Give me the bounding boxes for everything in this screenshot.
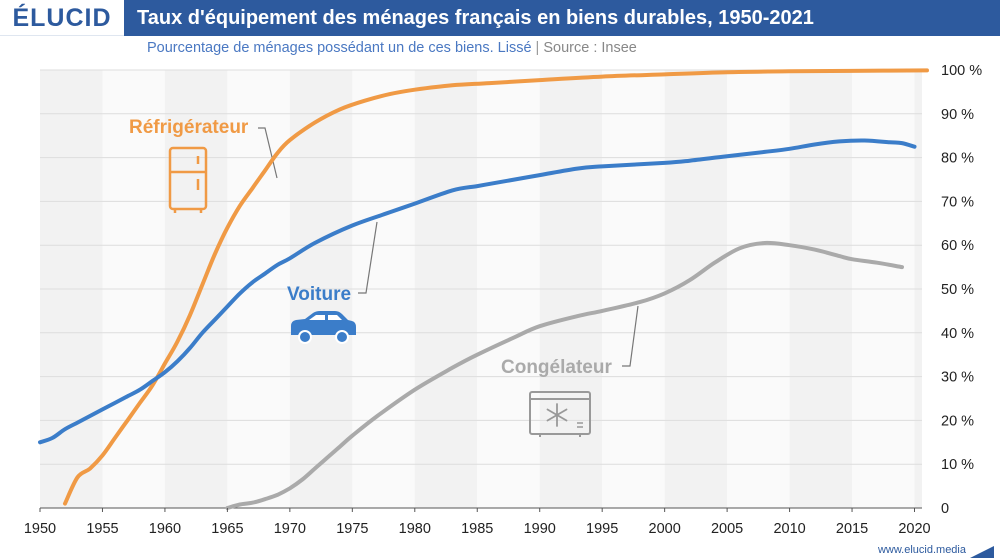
x-tick-label: 1980 [399, 521, 431, 537]
x-tick-label: 2000 [649, 521, 681, 537]
y-tick-label: 10 % [941, 457, 974, 473]
y-tick-label: 50 % [941, 282, 974, 298]
x-tick-label: 1995 [586, 521, 618, 537]
logo-mark-icon [970, 546, 994, 558]
x-tick-label: 1960 [149, 521, 181, 537]
leader-line-congelateur [622, 305, 639, 367]
series-line-refrigerateur [63, 68, 929, 506]
x-tick-label: 1970 [274, 521, 306, 537]
logo-text: ÉLUCID [12, 4, 112, 32]
y-tick-label: 100 % [941, 63, 982, 79]
leader-line-voiture [358, 221, 378, 294]
refrigerator-icon [168, 146, 208, 213]
chart-source: Source : Insee [543, 40, 637, 56]
refrigerateur-label: Réfrigérateur [129, 117, 249, 138]
x-tick-label: 1965 [211, 521, 243, 537]
chart-title: Taux d'équipement des ménages français e… [137, 7, 814, 29]
x-tick-label: 1985 [461, 521, 493, 537]
x-tick-label: 2020 [898, 521, 930, 537]
subtitle-row: Pourcentage de ménages possédant un de c… [147, 38, 637, 58]
x-tick-label: 1990 [524, 521, 556, 537]
congelateur-label: Congélateur [501, 357, 612, 378]
y-tick-label: 90 % [941, 107, 974, 123]
series-line-congelateur [225, 240, 904, 510]
subtitle-separator: | [535, 40, 540, 56]
x-tick-label: 2015 [836, 521, 868, 537]
x-tick-label: 1950 [24, 521, 56, 537]
freezer-icon [529, 391, 591, 437]
y-tick-label: 60 % [941, 238, 974, 254]
y-tick-label: 30 % [941, 370, 974, 386]
x-tick-label: 2005 [711, 521, 743, 537]
voiture-label: Voiture [287, 284, 351, 305]
x-tick-label: 1955 [86, 521, 118, 537]
y-tick-label: 70 % [941, 194, 974, 210]
y-tick-label: 40 % [941, 326, 974, 342]
y-tick-label: 80 % [941, 151, 974, 167]
chart-subtitle: Pourcentage de ménages possédant un de c… [147, 40, 532, 56]
x-tick-label: 2010 [773, 521, 805, 537]
footer-url: www.elucid.media [877, 544, 966, 556]
logo: ÉLUCID [0, 0, 124, 36]
x-tick-label: 1975 [336, 521, 368, 537]
car-icon [291, 311, 356, 344]
y-tick-label: 0 [941, 501, 949, 517]
series-line-voiture [38, 138, 917, 445]
y-tick-label: 20 % [941, 413, 974, 429]
header-bar [0, 0, 1000, 36]
